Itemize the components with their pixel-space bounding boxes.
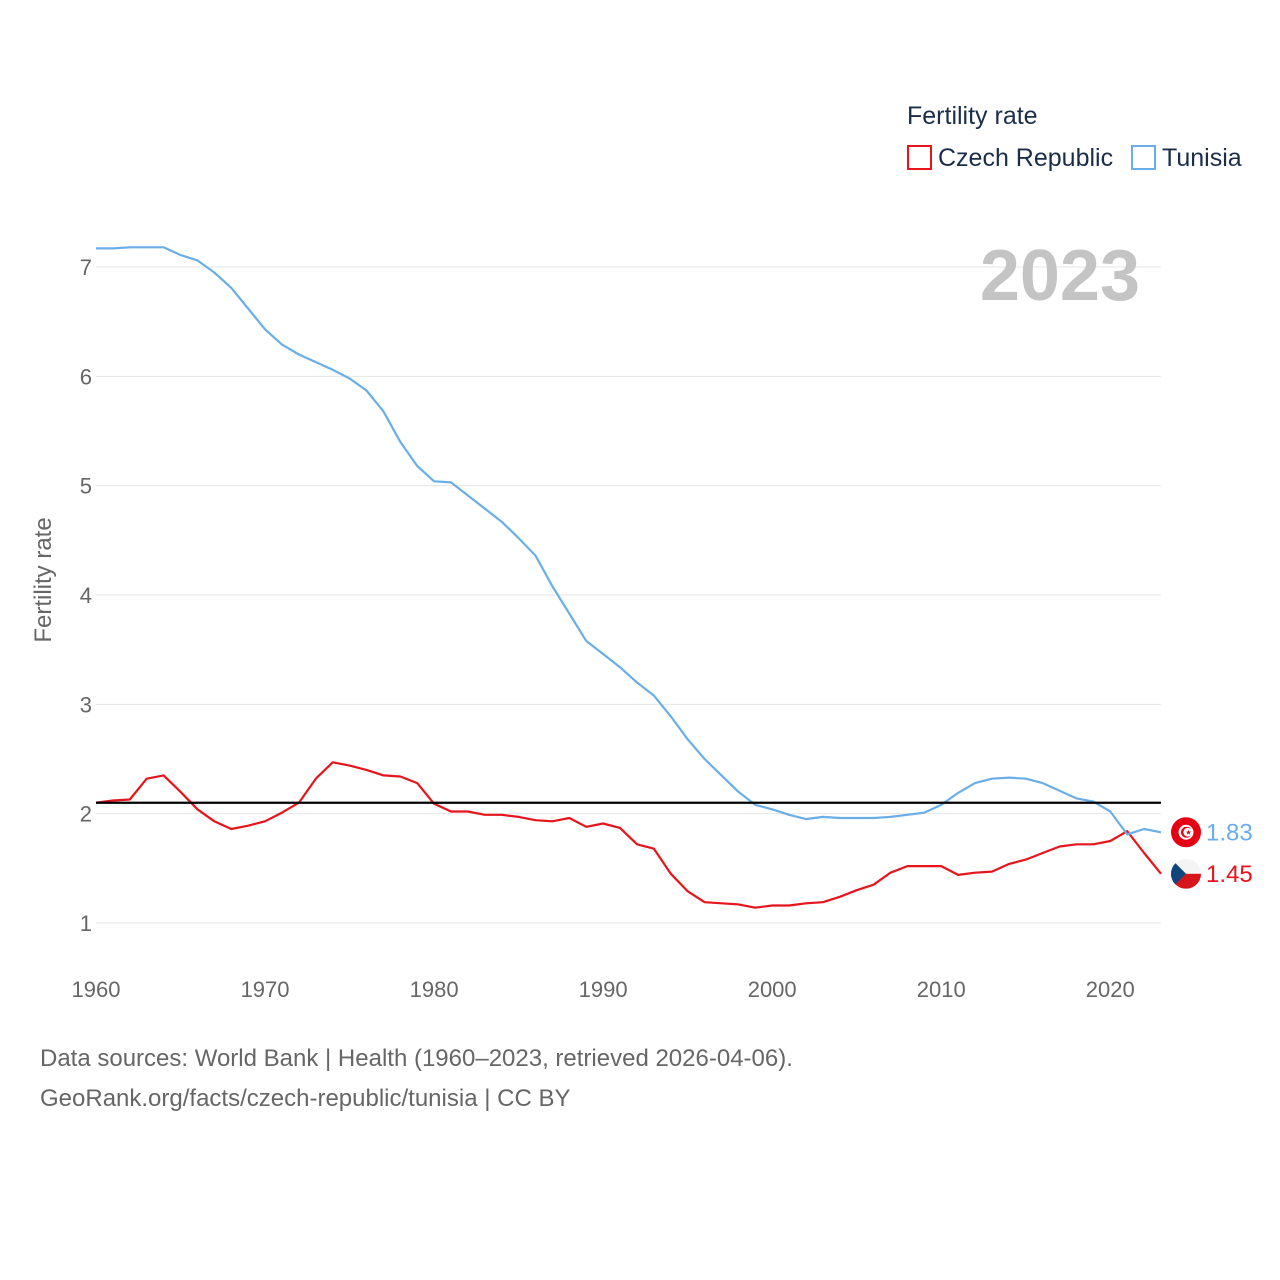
year-watermark: 2023 — [980, 236, 1140, 316]
x-tick-label: 1990 — [579, 977, 628, 1002]
y-axis-title: Fertility rate — [30, 517, 57, 642]
y-tick-label: 5 — [80, 474, 92, 499]
tunisia-flag-icon — [1171, 817, 1201, 848]
czech-end-marker: 1.45 — [1171, 858, 1253, 889]
x-tick-label: 2010 — [917, 977, 966, 1002]
x-tick-label: 2020 — [1086, 977, 1135, 1002]
legend: Fertility rate Czech Republic Tunisia — [907, 102, 1242, 172]
y-axis-ticks: 1 2 3 4 5 6 7 — [80, 255, 92, 936]
x-tick-label: 1970 — [241, 977, 290, 1002]
y-tick-label: 1 — [80, 911, 92, 936]
czech-flag-icon — [1171, 858, 1201, 889]
gridlines — [96, 266, 1161, 924]
y-tick-label: 2 — [80, 802, 92, 827]
x-tick-label: 1980 — [410, 977, 459, 1002]
czech-end-value: 1.45 — [1206, 861, 1253, 888]
legend-label-tunisia[interactable]: Tunisia — [1162, 144, 1242, 172]
legend-swatch-tunisia[interactable] — [1131, 145, 1156, 170]
tunisia-end-value: 1.83 — [1206, 819, 1253, 846]
y-tick-label: 6 — [80, 364, 92, 389]
y-tick-label: 4 — [80, 583, 92, 608]
series-line-czech-republic — [95, 761, 1162, 909]
x-tick-label: 1960 — [72, 977, 121, 1002]
source-line-2[interactable]: GeoRank.org/facts/czech-republic/tunisia… — [40, 1085, 571, 1112]
legend-swatch-czech-republic[interactable] — [907, 145, 932, 170]
source-line-1: Data sources: World Bank | Health (1960–… — [40, 1045, 793, 1072]
y-tick-label: 7 — [80, 255, 92, 280]
tunisia-end-marker: 1.83 — [1171, 817, 1253, 848]
legend-title: Fertility rate — [907, 102, 1038, 130]
series-lines — [95, 246, 1162, 909]
series-line-tunisia — [96, 246, 1162, 836]
y-tick-label: 3 — [80, 692, 92, 717]
legend-label-czech-republic[interactable]: Czech Republic — [938, 144, 1113, 172]
x-tick-label: 2000 — [748, 977, 797, 1002]
x-axis-ticks: 1960 1970 1980 1990 2000 2010 2020 — [72, 977, 1135, 1002]
